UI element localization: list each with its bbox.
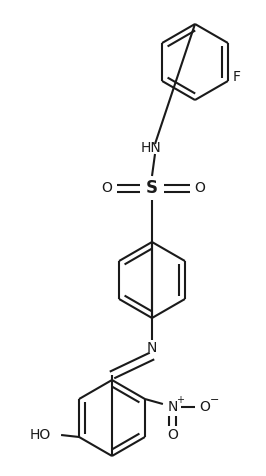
Text: HN: HN — [141, 141, 162, 155]
Text: O: O — [168, 428, 178, 442]
Text: −: − — [210, 395, 220, 405]
Text: HO: HO — [30, 428, 51, 442]
Text: O: O — [194, 181, 205, 195]
Text: S: S — [146, 179, 158, 197]
Text: +: + — [176, 395, 184, 405]
Text: F: F — [233, 70, 241, 84]
Text: N: N — [168, 400, 178, 414]
Text: O: O — [200, 400, 210, 414]
Text: O: O — [102, 181, 113, 195]
Text: N: N — [147, 341, 157, 355]
